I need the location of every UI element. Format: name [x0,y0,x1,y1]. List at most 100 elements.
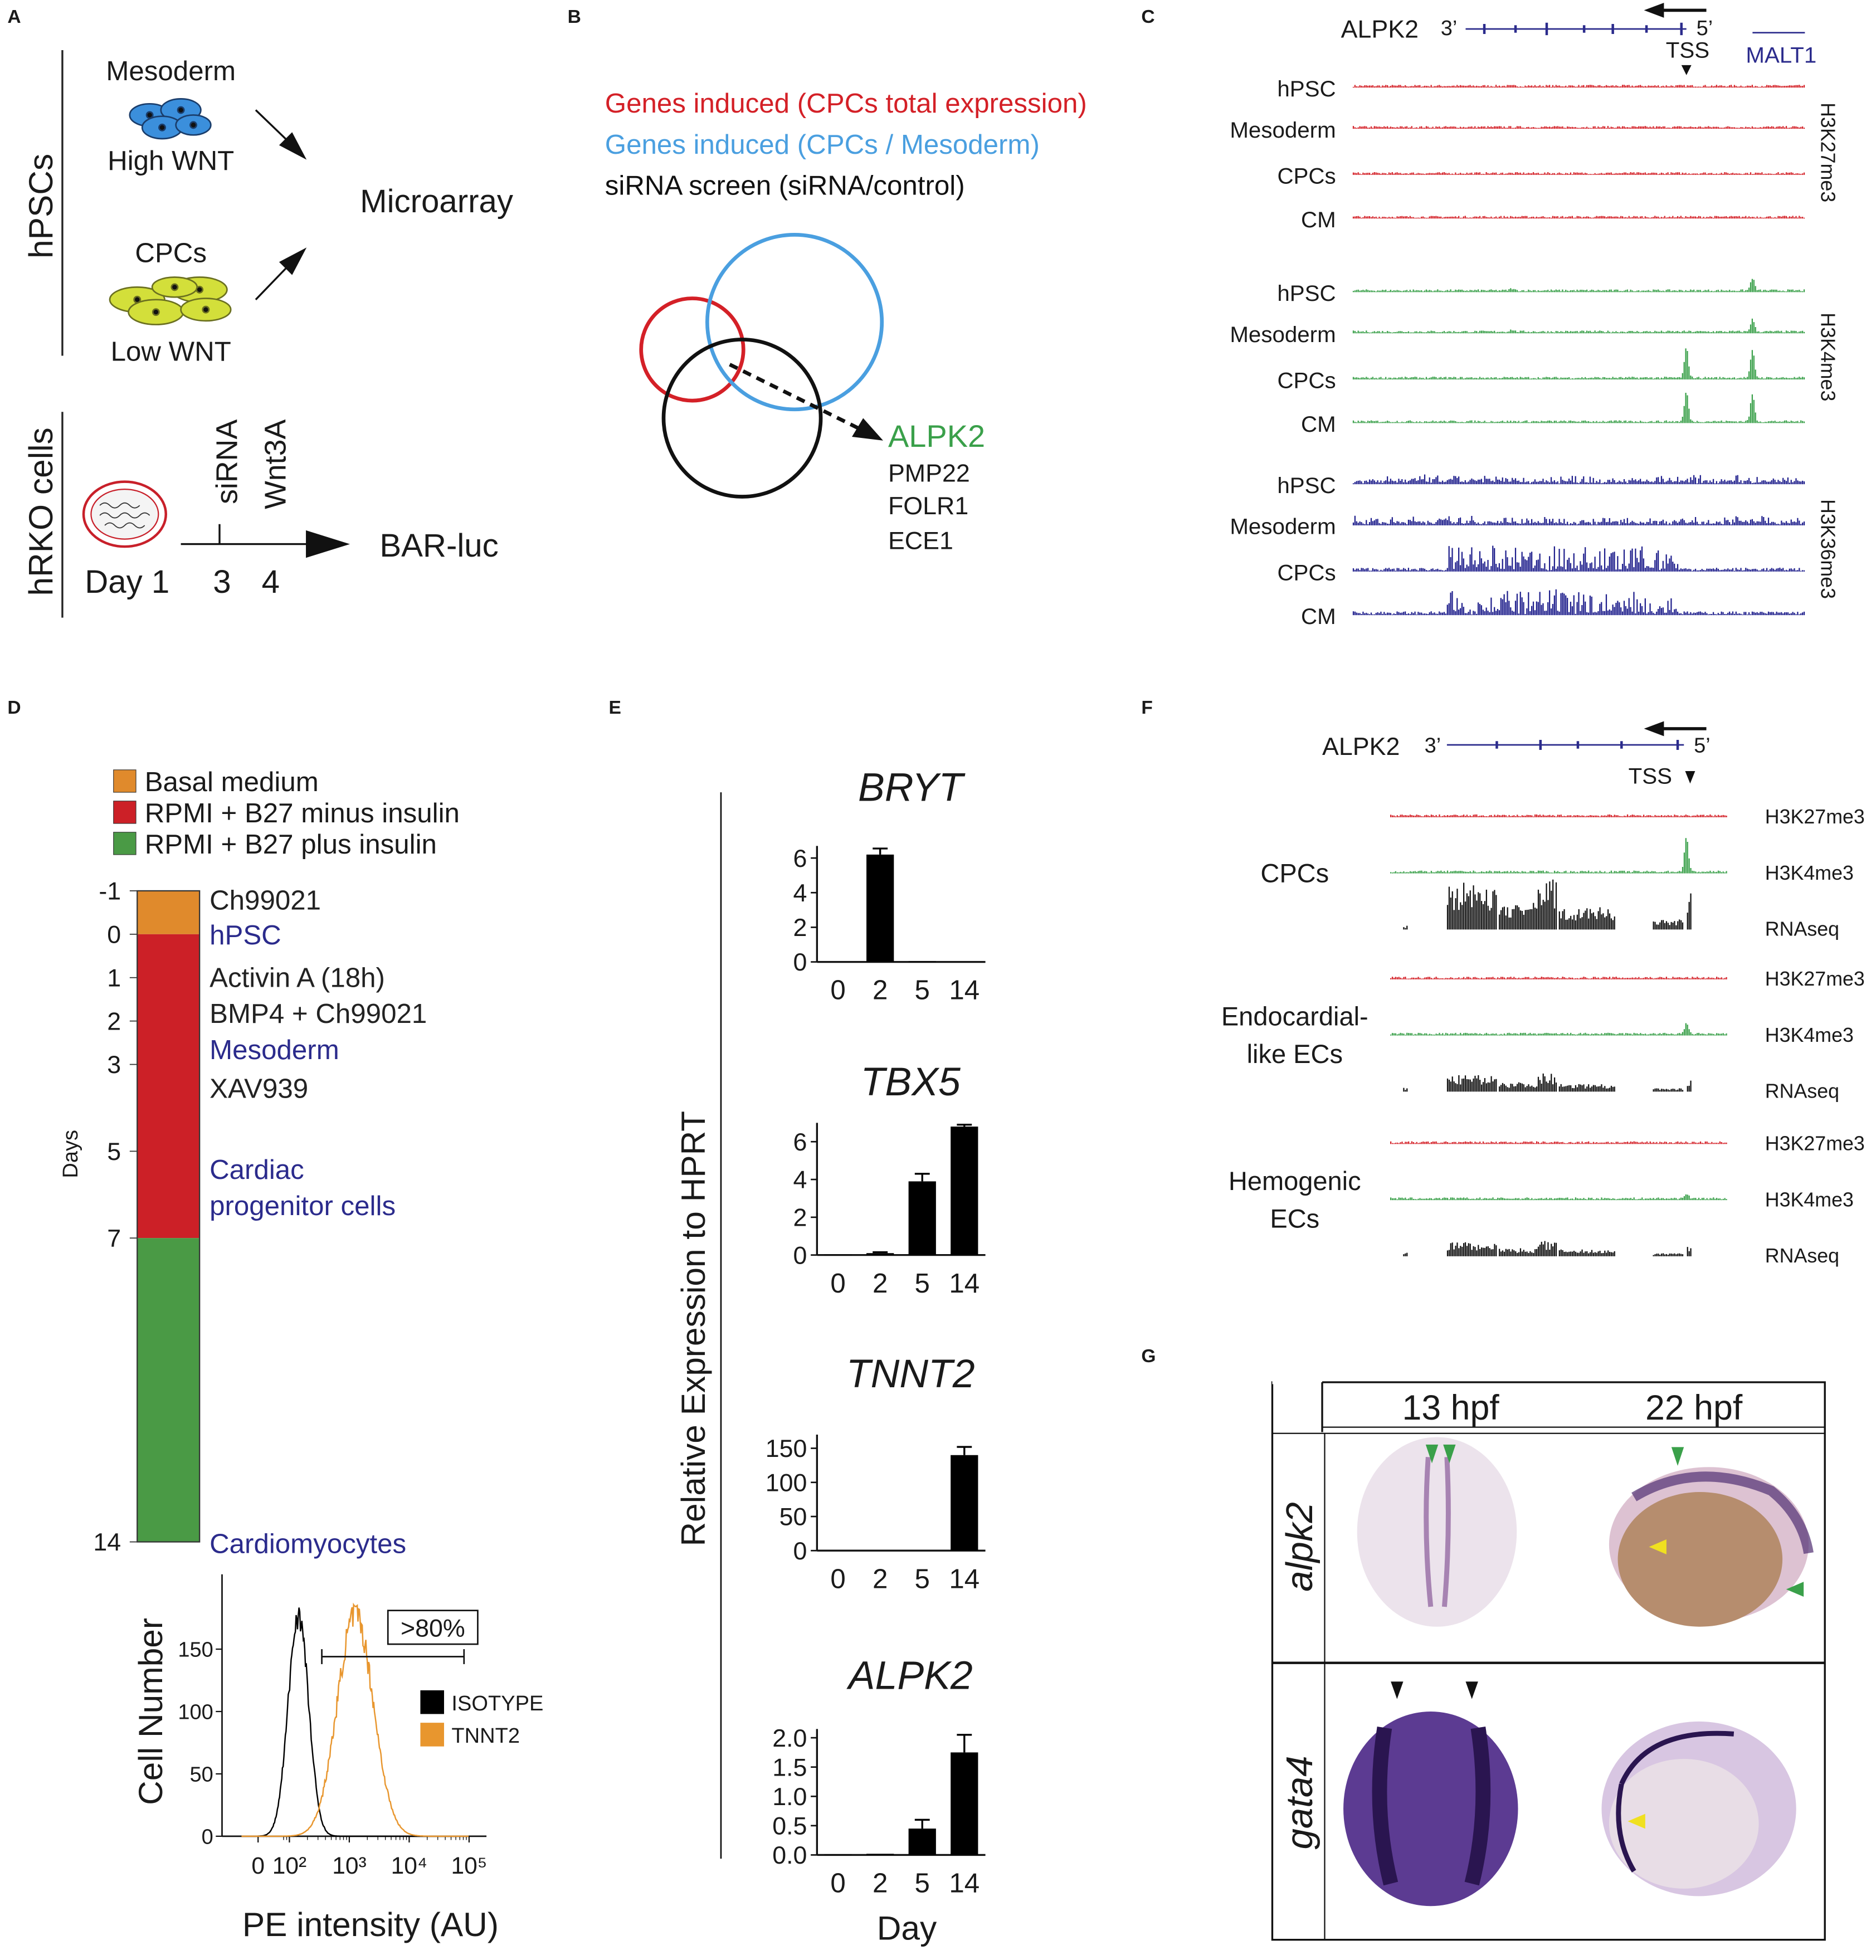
sample-label: hPSC [1277,76,1336,101]
legend-text: Genes induced (CPCs / Mesoderm) [605,129,1040,160]
signal-track [1352,279,1805,292]
condition-label: Low WNT [111,336,231,367]
sample-label: CPCs [1277,164,1336,189]
annotation: XAV939 [209,1074,308,1104]
signal-track [1352,348,1805,380]
annotation: Ch99021 [209,885,321,916]
signal-track [1352,318,1805,334]
chart-title: ALPK2 [846,1654,973,1698]
signal-track [1390,976,1727,979]
treatment: siRNA [210,420,243,504]
gene-name: ALPK2 [1322,733,1400,760]
embryo-13hpf-alpk2 [1357,1437,1517,1627]
legend-text: Genes induced (CPCs total expression) [605,88,1087,119]
gene: ECE1 [888,527,953,555]
bar [951,1127,978,1255]
cell-label: CPCs [135,238,207,269]
mark-label: H3K36me3 [1816,499,1839,599]
legend-text: RPMI + B27 plus insulin [145,829,437,860]
annotation: Mesoderm [209,1035,339,1065]
chart-title: TBX5 [861,1060,961,1104]
legend-swatch [113,832,137,855]
x-tick-label: 5 [915,975,930,1006]
y-tick-label: 150 [178,1638,213,1661]
x-tick-label: 0 [830,1868,845,1899]
signal-track [1403,1241,1692,1256]
embryo-22hpf-alpk2 [1609,1447,1814,1627]
distribution-curve [241,1602,469,1837]
day-tick-label: 14 [93,1528,121,1556]
y-tick-label: 0 [202,1825,213,1849]
y-tick-label: 0 [793,948,807,976]
panel-b: ALPK2 PMP22 FOLR1 ECE1 [639,233,985,555]
x-tick-label: 5 [915,1868,930,1899]
y-tick-label: 50 [779,1503,807,1531]
signal-track [1403,1073,1692,1092]
sample-label: Mesoderm [1230,118,1336,143]
legend-text: RPMI + B27 minus insulin [145,798,460,828]
y-tick-label: 2 [793,914,807,942]
sample-label: CPCs [1277,560,1336,585]
bar [908,1829,936,1855]
gene: FOLR1 [888,492,968,520]
group-label: Hemogenic [1229,1166,1361,1196]
arrowhead [852,418,883,441]
panel-g: 13 hpf 22 hpf alpk2 gata4 [1271,1380,1826,1941]
y-tick-label: 2.0 [772,1724,807,1752]
track-label: RNAseq [1765,1080,1839,1103]
signal-track [1390,1141,1727,1144]
x-tick-label: 10⁵ [451,1852,487,1879]
panel-label: F [1141,698,1153,718]
bar [866,1253,894,1255]
y-tick-label: 1.0 [772,1783,807,1811]
group-label: CPCs [1260,858,1329,888]
frame [1271,1381,1826,1941]
bar [824,1854,852,1855]
x-tick-label: 14 [949,975,980,1006]
y-tick-label: 0 [793,1537,807,1565]
x-tick-label: 14 [949,1563,980,1594]
axis-label: Days [59,1130,82,1178]
track-label: H3K4me3 [1765,862,1854,884]
x-tick-label: 14 [949,1868,980,1899]
track-label: RNAseq [1765,918,1839,940]
embryo-13hpf-gata4 [1343,1681,1518,1907]
column-label: 22 hpf [1645,1388,1743,1427]
annotation: Cardiac [209,1154,304,1185]
x-tick-label: 10⁴ [391,1852,428,1879]
signal-track [1390,1023,1727,1036]
sample-label: CPCs [1277,368,1336,393]
signal-track [1352,393,1805,423]
gene-end: 3’ [1441,17,1458,40]
tss-label: TSS [1666,37,1709,62]
mesoderm-cells [129,98,212,140]
legend-swatch [420,1690,444,1714]
hit-gene: ALPK2 [888,418,985,454]
y-tick-label: 0 [793,1241,807,1269]
signal-track [1403,879,1692,930]
timeline-arrow [181,524,350,558]
error-bar [957,1734,972,1753]
x-tick-label: 2 [873,1868,888,1899]
timeline-segment [137,1238,200,1542]
day-tick-label: 0 [107,921,121,949]
sample-label: hPSC [1277,281,1336,306]
y-tick-label: 0.0 [772,1841,807,1869]
exons [1483,22,1683,36]
chart-title: TNNT2 [846,1352,975,1396]
timeline-outline [137,890,201,1543]
gene-end: 5’ [1697,17,1713,40]
group-label: hRKO cells [22,427,60,596]
x-tick-label: 0 [830,1268,845,1299]
bar [908,961,936,962]
x-tick-label: 10² [272,1852,306,1879]
arrows [255,109,307,300]
bar [866,1854,894,1855]
row-label: gata4 [1279,1756,1320,1849]
x-tick-label: 0 [830,1563,845,1594]
signal-track [1390,814,1727,817]
annotation: progenitor cells [209,1191,396,1221]
legend-swatch [420,1723,444,1747]
y-tick-label: 4 [793,879,807,907]
gate-box [387,1610,479,1645]
